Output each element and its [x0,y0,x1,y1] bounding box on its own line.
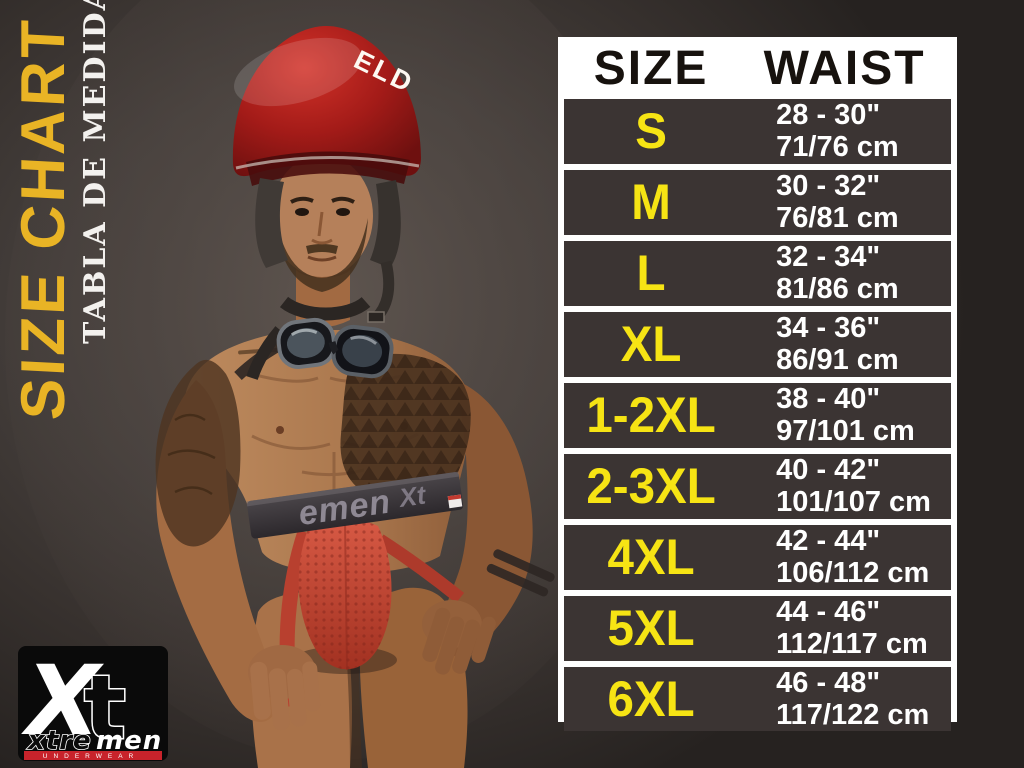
table-header: SIZE WAIST [564,41,951,95]
waist-cm: 71/76 cm [776,131,899,164]
table-row: 6XL 46 - 48" 117/122 cm [564,666,951,732]
logo-banner-text: UNDERWEAR [43,753,140,760]
goggles [246,296,394,381]
waist-inches: 28 - 30" [776,99,881,131]
page-title: SIZE CHART [9,15,78,422]
size-value: S [635,103,667,160]
table-row: M 30 - 32" 76/81 cm [564,169,951,235]
table-row: 1-2XL 38 - 40" 97/101 cm [564,382,951,448]
waist-inches: 46 - 48" [776,666,881,699]
jockstrap: emen Xt [246,471,465,708]
table-row: 4XL 42 - 44" 106/112 cm [564,524,951,590]
waist-inches: 42 - 44" [776,524,881,557]
waist-inches: 40 - 42" [776,453,881,486]
waist-cm: 86/91 cm [776,344,899,377]
waist-inches: 44 - 46" [776,595,881,628]
size-value: 2-3XL [586,458,716,515]
waist-inches: 38 - 40" [776,382,881,415]
waist-cm: 101/107 cm [776,486,931,519]
size-value: 1-2XL [586,387,716,444]
size-chart-table: SIZE WAIST S 28 - 30" 71/76 cm M 30 - 32"… [558,37,957,732]
waistband-logo-text: Xt [395,479,428,513]
table-row: L 32 - 34" 81/86 cm [564,240,951,306]
size-value: 4XL [607,529,695,586]
waist-cm: 81/86 cm [776,273,899,306]
waist-cm: 112/117 cm [776,628,928,661]
model-hands [248,600,496,731]
size-value: 5XL [607,600,695,657]
arm-band [486,549,555,597]
table-row: XL 34 - 36" 86/91 cm [564,311,951,377]
size-value: M [631,174,671,231]
logo-red-banner [24,751,162,760]
tattoos [155,345,471,547]
waist-inches: 30 - 32" [776,169,881,202]
column-header-size: SIZE [593,41,709,95]
size-value: XL [620,316,682,373]
size-value: L [636,245,666,302]
waist-cm: 117/122 cm [776,698,930,731]
table-row: 2-3XL 40 - 42" 101/107 cm [564,453,951,519]
column-header-waist: WAIST [763,41,926,95]
page-subtitle: TABLA DE MEDIDAS [78,0,113,344]
table-row: 5XL 44 - 46" 112/117 cm [564,595,951,661]
waist-cm: 97/101 cm [776,415,915,448]
logo-monogram-x: X [21,646,104,757]
waist-inches: 34 - 36" [776,311,881,344]
size-value: 6XL [607,670,695,727]
table-row: S 28 - 30" 71/76 cm [564,99,951,164]
waist-cm: 76/81 cm [776,202,899,235]
waist-cm: 106/112 cm [776,557,930,590]
waist-inches: 32 - 34" [776,240,881,273]
xtremen-logo: X t xtre men UNDERWEAR [18,646,168,761]
logo-monogram-t: t [84,656,126,759]
helmet: ELD [232,25,421,323]
